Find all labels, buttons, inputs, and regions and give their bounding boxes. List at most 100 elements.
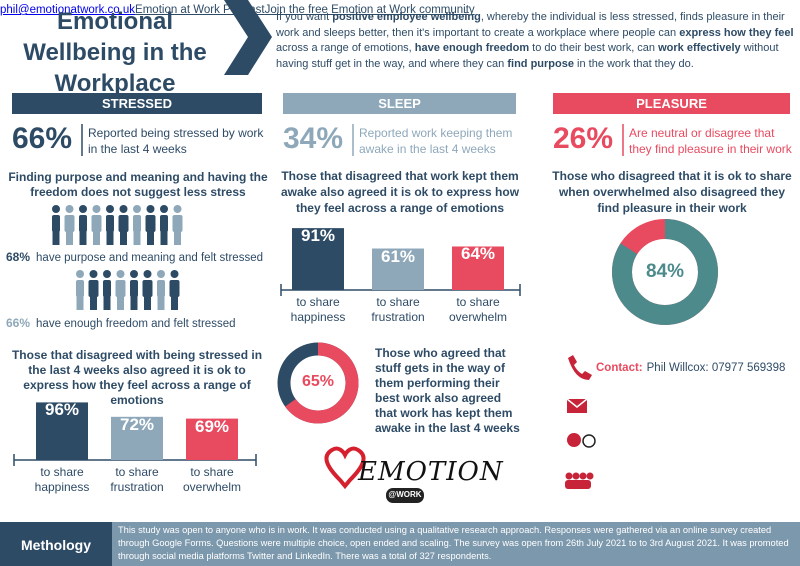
bar-value-label: 64% xyxy=(460,244,496,264)
icon-row-stat: 66% xyxy=(6,316,31,330)
person-head xyxy=(106,205,114,213)
stat: 66% xyxy=(12,122,73,155)
bar-value-label: 91% xyxy=(300,226,336,246)
person-body xyxy=(160,215,168,232)
icon-row-caption: 68% have purpose and meaning and felt str… xyxy=(6,250,271,264)
person-body xyxy=(106,215,114,232)
person-legs xyxy=(79,231,87,245)
person-body xyxy=(88,280,99,297)
intro-segment: across a range of emotions, xyxy=(276,42,415,54)
person-body xyxy=(76,280,84,297)
person-head xyxy=(157,270,165,278)
person-legs xyxy=(93,231,100,245)
title: Emotional Wellbeing in the Workplace xyxy=(23,8,207,97)
section-bar xyxy=(553,93,790,114)
intro: If you want positive employee wellbeing,… xyxy=(276,10,796,72)
community-link[interactable]: Join the free Emotion at Work community xyxy=(264,4,475,16)
intro-segment: , whereby the individual is less stresse… xyxy=(276,11,785,39)
footer-label: Methology xyxy=(21,537,91,553)
intro-segment: work effectively xyxy=(658,42,741,54)
community-icon xyxy=(579,472,587,480)
subheading: Those who disagreed that it is ok to sha… xyxy=(552,169,792,215)
community-icon xyxy=(586,472,594,480)
bar-category: to share happiness xyxy=(290,295,346,324)
person-head xyxy=(65,205,74,213)
phone-icon xyxy=(568,355,592,380)
person-body xyxy=(91,215,102,232)
person-head xyxy=(92,205,101,213)
donut-label: 65% xyxy=(301,373,335,391)
intro-segment: positive employee wellbeing xyxy=(332,11,481,23)
bar xyxy=(452,246,504,290)
bar-category: to share overwhelm xyxy=(182,465,242,494)
person-legs xyxy=(147,231,154,245)
bar-category: to share happiness xyxy=(34,465,90,494)
podcast-icon xyxy=(567,433,581,447)
person-legs xyxy=(171,296,178,310)
person-body xyxy=(103,280,111,297)
stat: 34% xyxy=(283,122,344,155)
person-head xyxy=(143,270,152,278)
person-legs xyxy=(160,231,168,245)
person-legs xyxy=(130,296,138,310)
bar-value-label: 69% xyxy=(194,416,230,436)
person-legs xyxy=(76,296,84,310)
logo-tag-bg xyxy=(386,488,424,503)
logo-tag: @WORK xyxy=(388,490,422,499)
icon-row-caption: 66% have enough freedom and felt stressed xyxy=(6,316,271,330)
bar-category: to share frustration xyxy=(371,295,425,324)
donut-label: 84% xyxy=(645,260,685,282)
bar-value-label: 61% xyxy=(380,246,416,266)
person-legs xyxy=(144,296,151,310)
bar xyxy=(36,402,88,460)
person-head xyxy=(133,205,141,213)
footer-bg xyxy=(0,522,800,566)
bar xyxy=(186,418,238,460)
person-head xyxy=(130,270,138,278)
logo-name: EMOTION xyxy=(358,457,504,487)
intro-segment: to do their best work, can xyxy=(529,42,659,54)
person-body xyxy=(130,280,138,297)
logo-heart xyxy=(324,446,366,490)
bar-value-label: 72% xyxy=(119,414,155,434)
donut-arc xyxy=(277,342,359,424)
person-head xyxy=(89,270,98,278)
person-head xyxy=(146,205,155,213)
chart-title: Those that disagreed with being stressed… xyxy=(11,348,263,407)
person-head xyxy=(103,270,111,278)
icon-row-text: have enough freedom and felt stressed xyxy=(36,318,236,330)
bar-category: to share frustration xyxy=(110,465,164,494)
person-head xyxy=(173,205,182,213)
contact-label: Contact: xyxy=(596,362,643,374)
intro-segment: have enough freedom xyxy=(414,42,530,54)
person-body xyxy=(133,215,141,232)
person-legs xyxy=(103,296,111,310)
person-legs xyxy=(90,296,97,310)
person-legs xyxy=(157,296,165,310)
section-heading: STRESSED xyxy=(101,96,173,111)
footer-text: This study was open to anyone who is in … xyxy=(118,525,789,561)
community-base xyxy=(565,480,591,489)
person-body xyxy=(118,215,129,232)
contact-email[interactable]: phil@emotionatwork.co.uk xyxy=(0,4,136,16)
person-head xyxy=(76,270,84,278)
section-bar xyxy=(12,93,262,114)
community-icon xyxy=(565,472,573,480)
person-body xyxy=(64,215,75,232)
person-legs xyxy=(117,296,124,310)
email-flap xyxy=(566,398,588,408)
intro-segment: without having stuff get in the way, and… xyxy=(276,42,779,70)
bar xyxy=(111,416,163,460)
community-icon xyxy=(572,472,580,480)
contact-phone: Phil Willcox: 07977 569398 xyxy=(646,362,786,374)
person-head xyxy=(170,270,179,278)
stat-text: Reported work keeping them awake in the … xyxy=(359,126,513,156)
section-bar xyxy=(283,93,516,114)
person-legs xyxy=(174,231,181,245)
person-body xyxy=(145,215,156,232)
intro-segment: in the work that they do. xyxy=(573,57,694,70)
bar-category: to share overwhelm xyxy=(448,295,508,324)
person-body xyxy=(52,215,60,232)
intro-segment: If you want xyxy=(276,11,333,23)
